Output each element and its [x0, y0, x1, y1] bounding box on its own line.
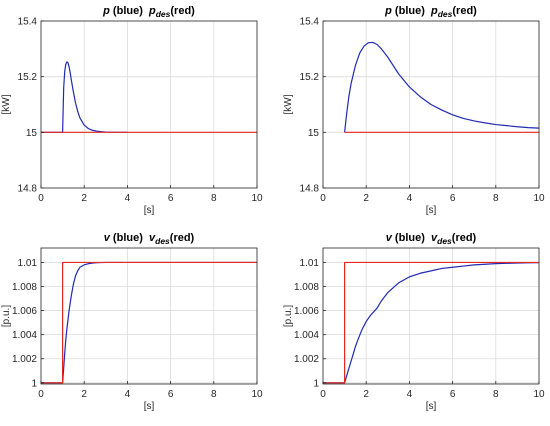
- x-tick-label: 6: [450, 193, 456, 204]
- y-tick-label: 15.4: [18, 17, 38, 28]
- x-tick-label: 6: [168, 193, 174, 204]
- y-tick-label: 1: [31, 378, 37, 389]
- x-tick-label: 6: [450, 389, 456, 400]
- x-tick-label: 10: [251, 193, 263, 204]
- title-part: des: [156, 9, 171, 19]
- y-tick-label: 1.002: [294, 354, 319, 365]
- title-part: des: [155, 236, 170, 246]
- x-tick-label: 4: [125, 193, 131, 204]
- series-line-actual: [344, 41, 540, 133]
- title-part: v: [104, 232, 111, 244]
- x-tick-label: 6: [168, 389, 174, 400]
- axes-frame: [40, 20, 258, 189]
- chart-title: p (blue) pdes(red): [102, 5, 195, 19]
- title-part: des: [438, 9, 453, 19]
- axes-frame: [322, 247, 540, 385]
- x-tick-label: 10: [533, 193, 545, 204]
- y-axis-label: [kW]: [283, 94, 294, 114]
- y-tick-label: 14.8: [300, 184, 320, 195]
- x-tick-label: 0: [320, 389, 326, 400]
- axes-frame: [322, 20, 540, 189]
- plot-area: [323, 248, 539, 384]
- x-tick-label: 2: [81, 193, 87, 204]
- chart-title: p (blue) pdes(red): [384, 5, 477, 19]
- x-tick-label: 10: [251, 389, 263, 400]
- title-part: (red): [170, 5, 195, 17]
- series-line-reference: [41, 261, 257, 384]
- series-line-actual: [323, 262, 540, 384]
- chart-title: v (blue) vdes(red): [104, 232, 195, 246]
- title-part: (blue): [392, 5, 425, 17]
- y-tick-label: 1.004: [12, 330, 37, 341]
- x-tick-label: 2: [363, 389, 369, 400]
- title-part: (red): [452, 232, 477, 244]
- x-tick-label: 0: [320, 193, 326, 204]
- title-part: p: [148, 5, 156, 17]
- chart-3: 0 2 4 6 8 10 1 1.002 1.004 1.006 1.008 1.01 [s] [p.u.…: [1, 232, 263, 412]
- x-tick-label: 4: [407, 389, 413, 400]
- y-tick-label: 1: [313, 378, 319, 389]
- title-part: p: [430, 5, 438, 17]
- y-tick-label: 1.002: [12, 354, 37, 365]
- y-tick-label: 15: [308, 128, 320, 139]
- x-tick-label: 4: [125, 389, 131, 400]
- y-tick-label: 15.4: [300, 17, 320, 28]
- x-tick-label: 8: [493, 389, 499, 400]
- y-tick-label: 15: [26, 128, 38, 139]
- y-tick-label: 1.006: [12, 306, 37, 317]
- y-tick-label: 15.2: [18, 72, 38, 83]
- x-tick-label: 0: [38, 193, 44, 204]
- axes-frame: [40, 247, 258, 385]
- y-tick-label: 1.004: [294, 330, 319, 341]
- title-part: v: [149, 232, 156, 244]
- y-tick-label: 15.2: [300, 72, 320, 83]
- plot-area: [41, 21, 257, 188]
- x-tick-label: 8: [211, 193, 217, 204]
- title-part: (blue): [392, 232, 425, 244]
- title-part: v: [431, 232, 438, 244]
- series-line-reference: [323, 261, 539, 384]
- x-tick-label: 8: [493, 193, 499, 204]
- x-axis-label: [s]: [426, 401, 437, 412]
- title-part: (red): [452, 5, 477, 17]
- plot-area: [41, 248, 257, 384]
- title-part: v: [386, 232, 393, 244]
- y-axis-label: [p.u.]: [283, 305, 294, 327]
- x-tick-label: 8: [211, 389, 217, 400]
- y-tick-label: 1.01: [18, 258, 38, 269]
- y-tick-label: 14.8: [18, 184, 38, 195]
- series-line-actual: [41, 61, 128, 133]
- title-part: (blue): [110, 232, 143, 244]
- x-tick-label: 4: [407, 193, 413, 204]
- x-axis-label: [s]: [426, 205, 437, 216]
- chart-title: v (blue) vdes(red): [386, 232, 477, 246]
- y-tick-label: 1.006: [294, 306, 319, 317]
- title-part: p: [102, 5, 110, 17]
- x-axis-label: [s]: [144, 205, 155, 216]
- y-tick-label: 1.008: [294, 282, 319, 293]
- y-tick-label: 1.008: [12, 282, 37, 293]
- y-axis-label: [p.u.]: [1, 305, 12, 327]
- y-axis-label: [kW]: [1, 94, 12, 114]
- y-tick-label: 1.01: [300, 258, 320, 269]
- x-tick-label: 10: [533, 389, 545, 400]
- title-part: (red): [170, 232, 195, 244]
- title-part: des: [437, 236, 452, 246]
- x-tick-label: 2: [81, 389, 87, 400]
- x-tick-label: 0: [38, 389, 44, 400]
- x-tick-label: 2: [363, 193, 369, 204]
- title-part: p: [384, 5, 392, 17]
- title-part: (blue): [110, 5, 143, 17]
- x-axis-label: [s]: [144, 401, 155, 412]
- chart-4: 0 2 4 6 8 10 1 1.002 1.004 1.006 1.008 1.01 [s] [p.u.…: [283, 232, 545, 412]
